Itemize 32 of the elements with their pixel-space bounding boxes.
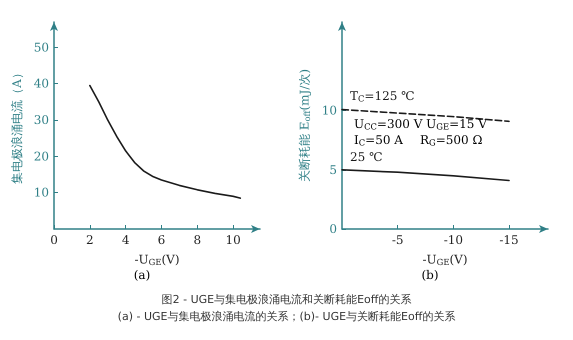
y-tick-label: 0 <box>329 222 337 236</box>
x-axis-title: -UGE(V) <box>422 252 468 267</box>
x-tick-label: -5 <box>392 233 404 247</box>
y-tick-label: 30 <box>34 113 49 128</box>
x-tick-label: -10 <box>444 233 464 247</box>
y-tick-label: 10 <box>322 104 337 118</box>
annotation: UCC=300 V UGE=15 V <box>354 117 488 132</box>
x-tick-label: 0 <box>50 233 58 247</box>
x-axis-title: -UGE(V) <box>134 252 180 267</box>
y-axis-title: 关断耗能 Eoff(mJ/次) <box>297 68 312 182</box>
text: (a) <box>134 268 150 282</box>
series-label: TC=125 ℃ <box>350 89 415 104</box>
series-label: 25 ℃ <box>350 150 383 164</box>
y-axis-title: 集电极浪涌电流（A） <box>10 67 24 184</box>
x-tick-label: 10 <box>225 233 241 247</box>
y-tick-label: 40 <box>34 76 49 91</box>
line-series <box>89 84 242 199</box>
y-tick-label: 10 <box>34 186 49 200</box>
x-tick-label: 6 <box>158 233 166 247</box>
annotation: RG=500 Ω <box>420 133 482 148</box>
y-tick-label: 20 <box>34 149 49 164</box>
x-tick-label: 4 <box>122 233 130 247</box>
text: (a) - UGE与集电极浪涌电流的关系；(b)- UGE与关断耗能Eoff的关系 <box>116 309 456 325</box>
line-series <box>341 169 510 182</box>
annotation: IC=50 A <box>354 133 404 148</box>
caption: 图2 - UGE与集电极浪涌电流和关断耗能Eoff的关系 <box>160 292 412 308</box>
x-tick-label: 2 <box>86 233 94 247</box>
x-tick-label: 8 <box>193 233 202 247</box>
y-tick-label: 5 <box>329 162 337 177</box>
x-tick-label: -15 <box>499 233 519 247</box>
y-tick-label: 50 <box>34 40 49 54</box>
text: (b) <box>421 268 439 282</box>
